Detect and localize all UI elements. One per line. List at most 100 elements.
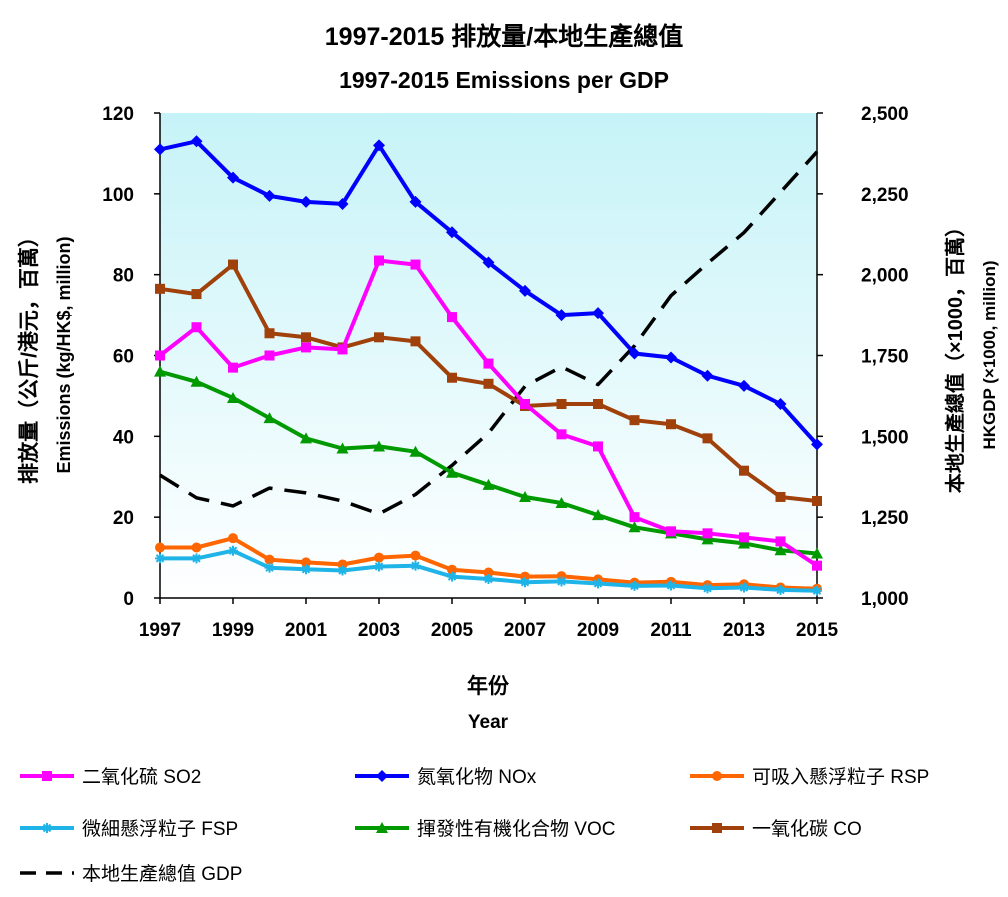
data-point-fsp xyxy=(629,580,640,591)
data-point-fsp xyxy=(264,562,275,573)
data-point-nox xyxy=(154,143,166,156)
data-point-nox xyxy=(519,284,531,297)
data-point-fsp xyxy=(812,585,822,596)
data-point-fsp xyxy=(702,583,713,594)
data-point-fsp xyxy=(447,571,457,582)
y-right-tick-label: 1,500 xyxy=(861,427,909,448)
y-left-tick-label: 80 xyxy=(113,266,134,287)
data-point-rsp xyxy=(301,557,311,568)
data-point-co xyxy=(702,433,713,444)
legend-label-rsp: 可吸入懸浮粒子 RSP xyxy=(752,766,929,788)
data-point-so2 xyxy=(301,342,311,353)
data-point-nox xyxy=(738,379,750,392)
data-point-so2 xyxy=(483,358,494,369)
data-point-co xyxy=(374,332,384,343)
x-axis-label-en: Year xyxy=(468,712,509,733)
data-point-so2 xyxy=(337,344,348,355)
data-point-voc xyxy=(811,547,823,559)
data-point-co xyxy=(775,491,786,502)
x-tick-label: 1999 xyxy=(212,620,254,641)
data-point-rsp xyxy=(410,550,421,561)
plot-area xyxy=(160,113,817,598)
legend-item-fsp: 微細懸浮粒子 FSP xyxy=(20,818,238,840)
data-point-so2 xyxy=(775,536,786,547)
legend-marker-nox xyxy=(376,770,388,782)
data-point-co xyxy=(301,332,311,343)
data-point-voc xyxy=(519,490,531,502)
y-right-tick-label: 1,250 xyxy=(861,508,909,529)
x-tick-label: 2001 xyxy=(285,620,328,641)
x-axis-label-zh: 年份 xyxy=(467,674,510,698)
data-point-voc xyxy=(154,365,166,377)
y-right-tick-label: 1,000 xyxy=(861,589,909,610)
data-point-so2 xyxy=(191,322,202,333)
data-point-so2 xyxy=(410,259,421,270)
y-left-tick-label: 40 xyxy=(113,427,134,448)
x-tick-label: 2013 xyxy=(723,620,765,641)
legend-marker-so2 xyxy=(42,771,52,781)
data-point-so2 xyxy=(593,441,603,452)
data-point-co xyxy=(556,399,567,409)
data-point-so2 xyxy=(155,350,165,361)
data-point-fsp xyxy=(374,561,384,572)
data-point-voc xyxy=(555,497,568,509)
y-left-tick-label: 20 xyxy=(113,508,134,529)
data-point-nox xyxy=(300,195,312,208)
legend-label-nox: 氮氧化物 NOx xyxy=(417,766,537,788)
data-point-voc xyxy=(628,521,641,533)
data-point-nox xyxy=(811,438,823,451)
data-point-nox xyxy=(774,398,787,410)
data-point-nox xyxy=(665,351,677,364)
series-gdp xyxy=(159,150,819,516)
data-point-fsp xyxy=(301,564,311,575)
data-point-co xyxy=(593,399,603,409)
legend: 二氧化硫 SO2 氮氧化物 NOx 可吸入懸浮粒子 RSP 微細懸浮粒子 FSP 揮發性… xyxy=(20,766,929,885)
data-point-so2 xyxy=(702,528,713,539)
data-point-fsp xyxy=(775,584,786,595)
data-point-fsp xyxy=(483,574,494,585)
data-point-rsp xyxy=(374,552,384,563)
data-point-fsp xyxy=(410,560,421,571)
legend-item-so2: 二氧化硫 SO2 xyxy=(20,766,201,788)
legend-label-fsp: 微細懸浮粒子 FSP xyxy=(82,818,238,840)
data-point-fsp xyxy=(739,582,749,593)
y-right-tick-label: 2,500 xyxy=(861,104,909,125)
data-point-so2 xyxy=(447,312,457,323)
data-point-co xyxy=(629,415,640,426)
data-point-co xyxy=(739,465,749,476)
data-point-voc xyxy=(263,412,276,424)
series-so2 xyxy=(155,255,822,571)
data-point-nox xyxy=(446,226,458,239)
data-point-voc xyxy=(373,440,385,452)
legend-item-co: 一氧化碳 CO xyxy=(690,818,862,840)
data-point-rsp xyxy=(483,567,494,578)
data-point-nox xyxy=(336,197,349,210)
data-point-nox xyxy=(227,171,239,184)
legend-marker-rsp xyxy=(712,771,722,781)
legend-marker-voc xyxy=(376,822,388,833)
data-point-voc xyxy=(774,544,787,556)
series-line-gdp xyxy=(159,150,819,516)
legend-item-rsp: 可吸入懸浮粒子 RSP xyxy=(690,766,929,788)
x-tick-label: 2015 xyxy=(796,620,839,641)
y-right-tick-label: 2,250 xyxy=(861,185,909,206)
data-point-rsp xyxy=(447,564,457,575)
data-point-nox xyxy=(482,256,495,269)
y-right-tick-label: 2,000 xyxy=(861,266,909,287)
axis-ticks: 1997 1999 2001 2003 2005 2007 2009 2011 2013 2015… xyxy=(102,104,908,641)
data-point-nox xyxy=(409,195,422,208)
y-left-tick-label: 120 xyxy=(102,104,134,125)
data-point-fsp xyxy=(155,553,165,564)
data-point-co xyxy=(155,283,165,294)
data-point-so2 xyxy=(228,362,238,373)
data-point-so2 xyxy=(739,532,749,543)
data-point-voc xyxy=(409,445,422,457)
y-left-axis-label-en: Emissions (kg/HK$, million) xyxy=(54,236,74,473)
chart-title: 1997-2015 排放量/本地生產總值 xyxy=(325,22,683,51)
chart-subtitle: 1997-2015 Emissions per GDP xyxy=(339,67,669,93)
series-co xyxy=(155,259,822,506)
legend-marker-fsp xyxy=(42,823,52,833)
data-point-voc xyxy=(701,533,714,545)
data-point-nox xyxy=(373,139,385,152)
